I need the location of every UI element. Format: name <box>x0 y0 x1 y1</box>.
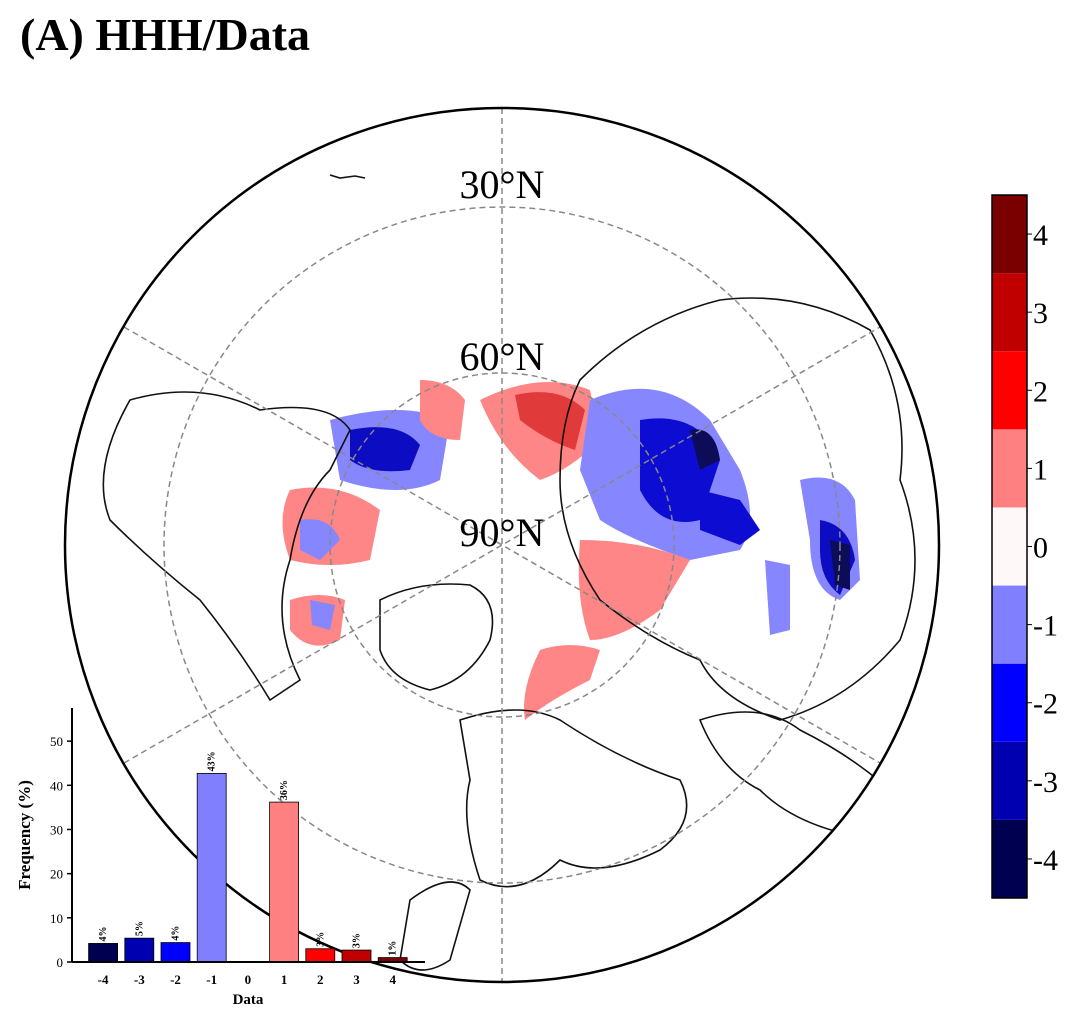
y-tick-label: 50 <box>50 734 63 749</box>
colorbar-tick-label: 4 <box>1033 219 1048 252</box>
value-label: 36% <box>279 780 290 800</box>
y-tick-label: 10 <box>50 911 63 926</box>
bar <box>269 801 300 963</box>
colorbar-swatch <box>992 273 1027 352</box>
map <box>102 108 916 982</box>
colorbar-tick-label: 3 <box>1033 297 1048 330</box>
bar <box>305 948 336 963</box>
y-tick-label: 0 <box>57 955 64 970</box>
bar <box>124 937 155 963</box>
y-tick-label: 20 <box>50 867 63 882</box>
colorbar-swatch <box>992 429 1027 508</box>
bar <box>160 942 191 963</box>
map-field <box>282 380 860 720</box>
colorbar-swatch <box>992 195 1027 274</box>
colorbar: -4 -3 -2 -1 0 1 2 3 4 <box>991 194 1058 899</box>
x-tick-label: -4 <box>98 972 109 987</box>
value-label: 5% <box>134 921 145 936</box>
colorbar-tick-label: -4 <box>1033 844 1058 877</box>
lat-label: 90°N <box>460 510 545 555</box>
value-label: 3% <box>315 932 326 947</box>
x-tick-label: -3 <box>134 972 145 987</box>
colorbar-tick-label: -3 <box>1033 766 1058 799</box>
lat-label: 60°N <box>460 334 545 379</box>
value-label: 4% <box>98 926 109 941</box>
inset-chart: 0 10 20 30 40 50 -4 4% -3 5% -2 4% -1 43% 0 1 36% 2 3% 3 3% 4… <box>15 708 425 1008</box>
globe-outline <box>63 106 941 984</box>
bar <box>196 772 227 963</box>
y-tick-label: 40 <box>50 778 63 793</box>
colorbar-swatch <box>992 351 1027 430</box>
graticule <box>123 108 881 982</box>
x-tick-label: 0 <box>245 972 252 987</box>
bar <box>88 943 118 963</box>
value-label: 43% <box>207 751 218 771</box>
x-tick-label: 1 <box>281 972 288 987</box>
y-tick-label: 30 <box>50 822 63 837</box>
colorbar-tick-label: 0 <box>1033 532 1048 565</box>
colorbar-swatch <box>992 663 1027 742</box>
colorbar-swatch <box>992 507 1027 586</box>
x-tick-label: 2 <box>317 972 324 987</box>
value-label: 3% <box>352 933 363 948</box>
colorbar-swatch <box>992 585 1027 664</box>
colorbar-tick-label: 2 <box>1033 375 1048 408</box>
colorbar-tick-label: -1 <box>1033 610 1058 643</box>
figure-title: (A) HHH/Data <box>20 9 310 60</box>
x-tick-label: -1 <box>206 972 217 987</box>
x-tick-label: -2 <box>170 972 181 987</box>
value-label: 4% <box>171 926 182 941</box>
colorbar-tick-label: -2 <box>1033 688 1058 721</box>
value-label: 1% <box>388 941 399 956</box>
colorbar-swatch <box>992 741 1027 820</box>
colorbar-tick-label: 1 <box>1033 453 1048 486</box>
x-tick-label: 4 <box>389 972 396 987</box>
colorbar-frame <box>991 194 1028 899</box>
y-axis-label: Frequency (%) <box>15 780 34 890</box>
x-tick-label: 3 <box>353 972 360 987</box>
bar <box>341 949 372 963</box>
lat-label: 30°N <box>460 162 545 207</box>
x-axis-label: Data <box>233 992 264 1008</box>
colorbar-swatch <box>992 819 1027 898</box>
